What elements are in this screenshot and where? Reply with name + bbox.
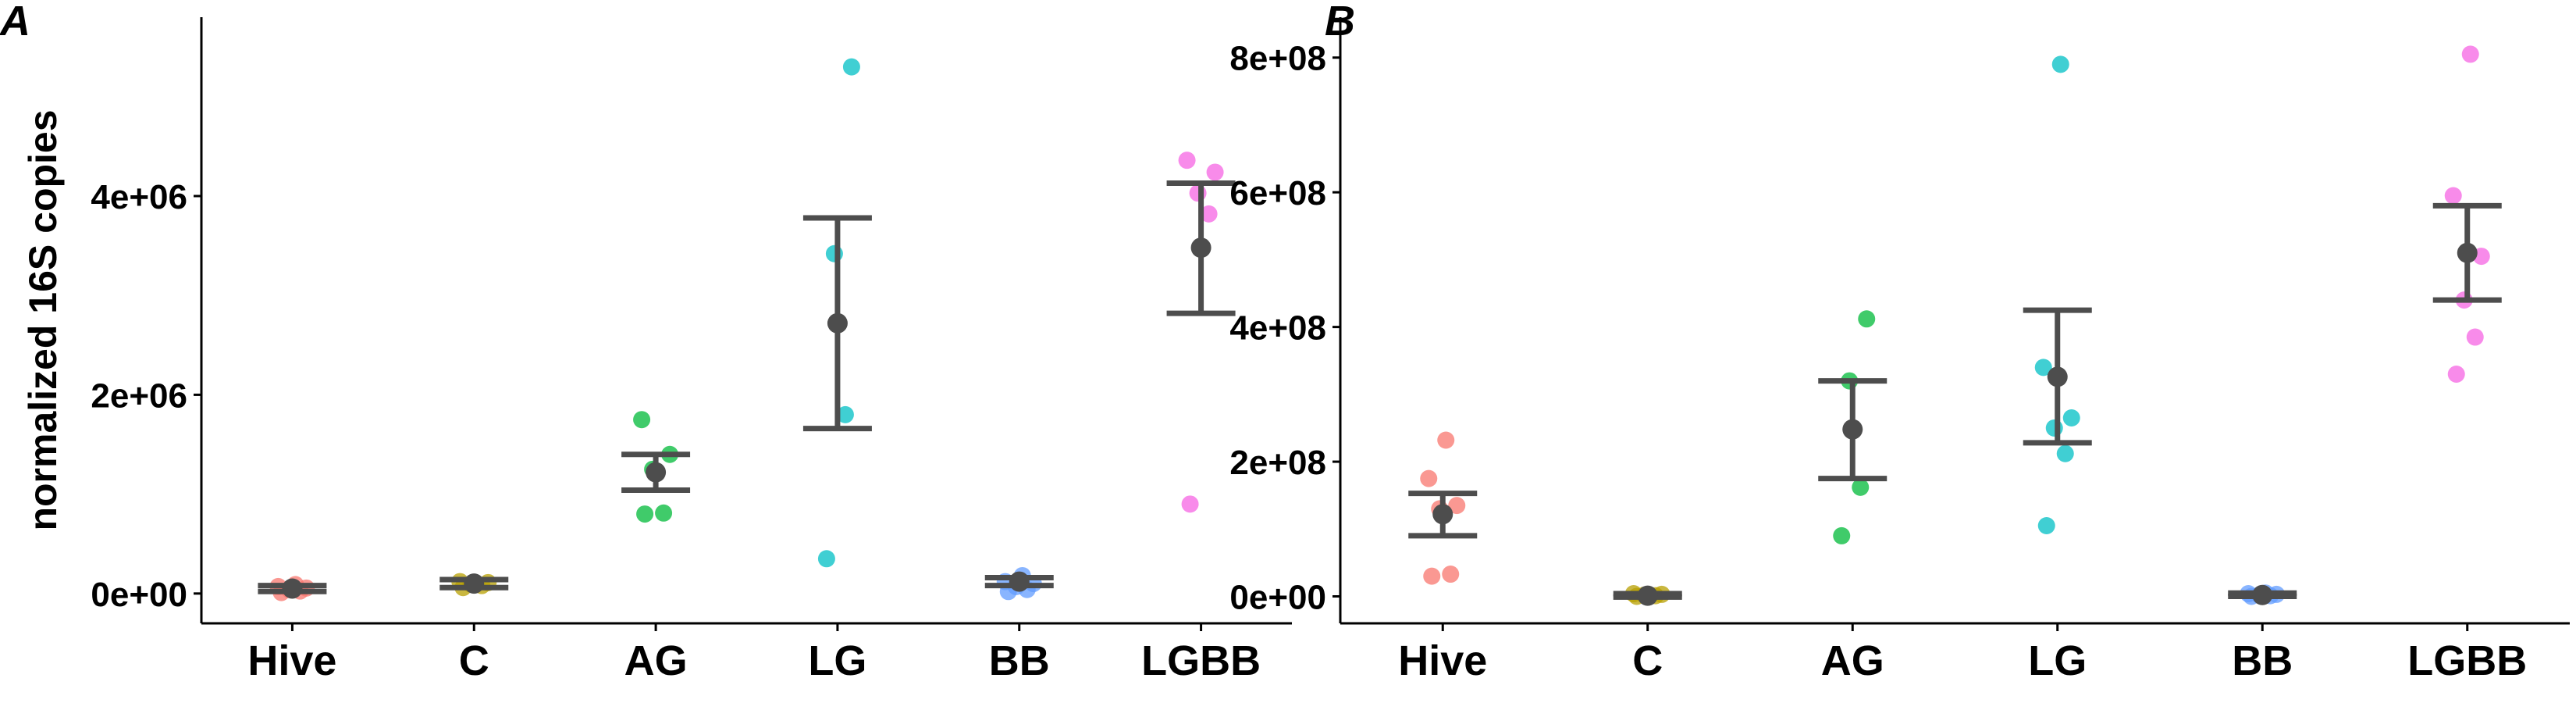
a-y-tick-label: 0e+00 <box>91 576 187 614</box>
b-point-lg <box>2037 516 2055 534</box>
b-point-lgbb <box>2444 187 2462 205</box>
a-y-tick-label: 4e+06 <box>91 178 187 216</box>
b-point-lgbb <box>2466 328 2484 346</box>
b-point-lgbb <box>2447 365 2465 383</box>
b-point-lg <box>2056 444 2074 462</box>
b-x-tick-label: BB <box>2232 637 2293 684</box>
a-point-lgbb <box>1200 205 1218 223</box>
b-point-ag <box>1833 526 1851 544</box>
b-point-lg <box>2045 419 2063 437</box>
a-point-lg <box>842 58 860 76</box>
b-y-tick-label: 4e+08 <box>1229 309 1326 348</box>
a-x-tick-label: LGBB <box>1141 637 1261 684</box>
b-point-lg <box>2062 409 2080 427</box>
a-point-lg <box>817 550 835 568</box>
a-point-lg <box>836 405 854 423</box>
a-mean-point-ag <box>646 462 667 483</box>
a-point-lgbb <box>1178 152 1196 170</box>
a-mean-point-c <box>464 573 485 594</box>
a-point-lgbb <box>1181 495 1199 513</box>
a-mean-point-lg <box>827 312 848 334</box>
b-point-hive <box>1437 431 1455 449</box>
b-mean-point-lg <box>2047 366 2068 387</box>
b-x-tick-label: AG <box>1821 637 1884 684</box>
b-x-tick-label: C <box>1632 637 1663 684</box>
b-point-hive <box>1448 497 1466 515</box>
b-y-tick-label: 0e+00 <box>1229 579 1326 617</box>
a-panel-letter: A <box>0 0 30 45</box>
b-point-ag <box>1852 478 1870 496</box>
b-y-tick-label: 2e+08 <box>1229 444 1326 482</box>
b-mean-point-lgbb <box>2457 242 2478 263</box>
b-x-tick-label: Hive <box>1398 637 1487 684</box>
a-mean-point-hive <box>282 578 303 599</box>
a-point-ag <box>636 505 654 523</box>
a-x-tick-label: BB <box>989 637 1050 684</box>
a-point-lgbb <box>1206 163 1224 181</box>
b-x-tick-label: LG <box>2028 637 2087 684</box>
a-y-tick-label: 2e+06 <box>91 376 187 415</box>
a-x-tick-label: LG <box>808 637 866 684</box>
b-point-ag <box>1858 310 1876 328</box>
a-x-tick-label: Hive <box>247 637 336 684</box>
b-panel-letter: B <box>1325 0 1355 45</box>
b-y-tick-label: 6e+08 <box>1229 174 1326 212</box>
b-point-lg <box>2034 359 2052 376</box>
a-x-tick-label: C <box>459 637 489 684</box>
a-mean-point-bb <box>1009 571 1030 592</box>
b-point-hive <box>1442 566 1460 583</box>
a-point-ag <box>633 411 651 429</box>
b-point-hive <box>1420 469 1438 487</box>
b-mean-point-c <box>1637 585 1658 606</box>
b-y-tick-label: 8e+08 <box>1229 40 1326 78</box>
a-x-tick-label: AG <box>624 637 688 684</box>
b-mean-point-hive <box>1432 504 1453 525</box>
a-point-lg <box>825 244 843 262</box>
b-x-tick-label: LGBB <box>2407 637 2527 684</box>
b-mean-point-bb <box>2252 584 2273 605</box>
a-point-ag <box>655 504 673 522</box>
a-point-lgbb <box>1189 184 1207 202</box>
b-mean-point-ag <box>1842 419 1863 440</box>
a-y-axis-title: normalized 16S copies <box>21 109 65 530</box>
b-point-lg <box>2051 55 2069 73</box>
b-point-hive <box>1423 567 1441 585</box>
b-point-lgbb <box>2461 45 2479 63</box>
a-mean-point-lgbb <box>1190 237 1212 259</box>
